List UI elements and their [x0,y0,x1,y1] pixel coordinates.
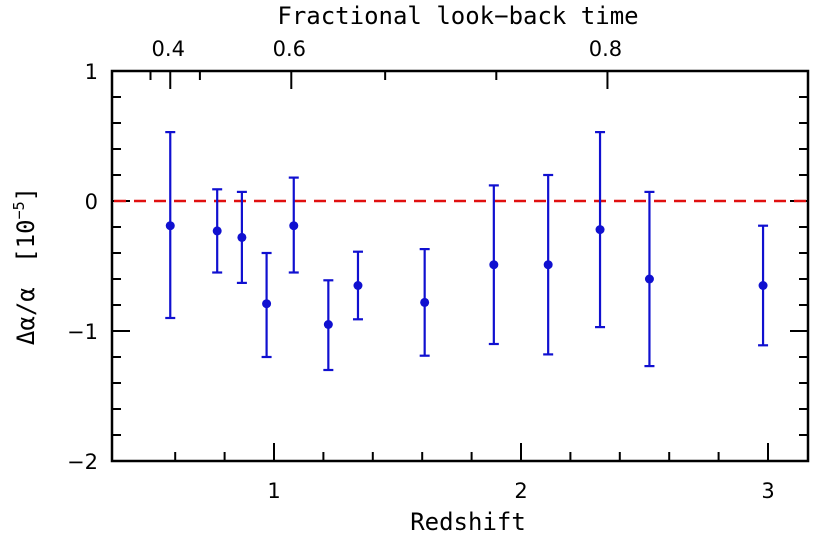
data-point [543,260,553,270]
plot-frame [110,69,810,463]
y-axis-label-close: ] [12,187,40,201]
y-tick-label: 0 [85,190,98,214]
tick-labels: 1 2 3 −2 −1 0 1 0.4 0.6 0.8 [67,37,775,503]
data-point [595,225,605,235]
top-tick-label: 0.6 [273,37,306,61]
axis-ticks [112,70,808,462]
top-axis-label: Fractional look−back time [277,2,638,30]
top-tick-label: 0.8 [589,37,622,61]
y-axis-label-main: Δα/α [12,287,40,345]
x-tick-label: 2 [514,479,527,503]
top-tick-label: 0.4 [152,37,185,61]
x-axis-label: Redshift [410,508,526,535]
data-point [262,299,272,309]
y-tick-label: −2 [67,450,98,474]
data-point [323,320,333,329]
data-point [165,221,175,231]
x-tick-label: 1 [267,479,280,503]
y-axis-label-exponent: −5 [10,201,28,219]
data-point [212,226,222,236]
y-tick-label: −1 [67,320,98,344]
y-axis-label-unit: [10 [12,219,40,262]
y-axis-label: Δα/α [10−5] [10,187,40,345]
data-point [237,232,247,242]
y-tick-label: 1 [85,60,98,84]
data-point [758,281,768,290]
data-point [489,260,499,270]
data-point [353,281,363,290]
data-point [289,221,299,231]
data-point [420,297,430,307]
data-points [165,131,769,372]
data-point [644,274,654,284]
x-tick-label: 3 [761,479,774,503]
